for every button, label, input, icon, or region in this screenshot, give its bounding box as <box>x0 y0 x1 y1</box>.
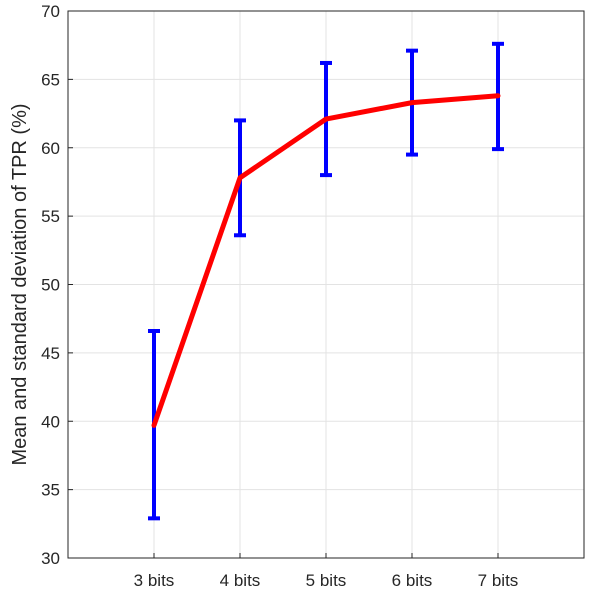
series-line <box>151 93 501 428</box>
x-tick-label: 5 bits <box>306 571 347 590</box>
y-axis: 30 35 40 45 50 55 60 65 70 <box>41 2 73 568</box>
x-tick-label: 3 bits <box>134 571 175 590</box>
x-tick-label: 4 bits <box>220 571 261 590</box>
y-tick-label: 40 <box>41 412 60 431</box>
x-axis: 3 bits 4 bits 5 bits 6 bits 7 bits <box>134 553 519 590</box>
y-tick-label: 50 <box>41 276 60 295</box>
y-axis-title: Mean and standard deviation of TPR (%) <box>9 103 31 465</box>
y-tick-label: 30 <box>41 549 60 568</box>
x-tick-label: 6 bits <box>392 571 433 590</box>
y-tick-label: 45 <box>41 344 60 363</box>
y-tick-label: 55 <box>41 207 60 226</box>
y-tick-label: 35 <box>41 481 60 500</box>
y-tick-label: 70 <box>41 2 60 21</box>
y-tick-label: 60 <box>41 139 60 158</box>
y-tick-label: 65 <box>41 70 60 89</box>
x-tick-label: 7 bits <box>478 571 519 590</box>
